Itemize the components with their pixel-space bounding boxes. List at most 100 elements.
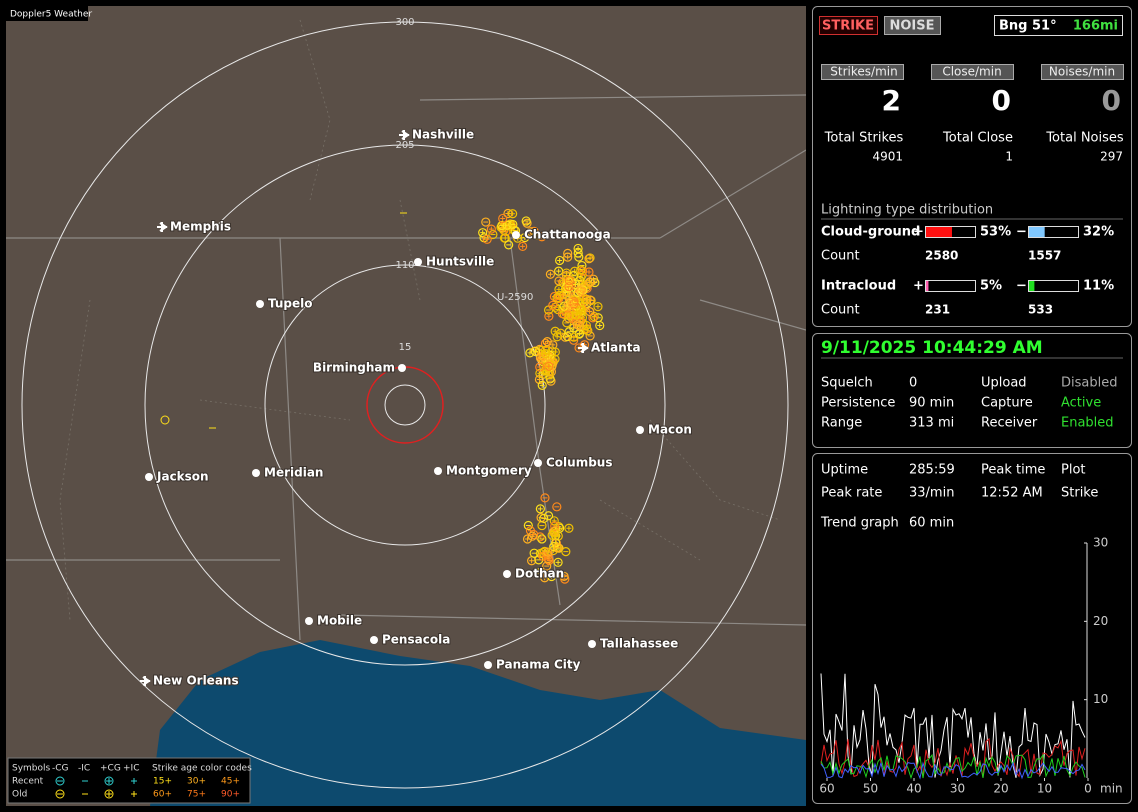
- strike: [537, 232, 547, 242]
- legend-age: 75+: [187, 790, 206, 800]
- stat: Peak rate: [821, 486, 882, 501]
- strike: [555, 523, 565, 533]
- strike: [488, 229, 498, 240]
- percent: 5%: [980, 279, 1002, 294]
- y-tick-label: 10: [1093, 692, 1108, 706]
- strike: [564, 327, 574, 337]
- noise-button[interactable]: [884, 16, 941, 35]
- datetime: 9/11/2025 10:44:29 AM: [821, 338, 1043, 358]
- city-label: Tupelo: [268, 297, 313, 311]
- bar: [926, 227, 952, 237]
- strike: [552, 332, 562, 342]
- stats-panel: [812, 453, 1132, 804]
- city-dot: [636, 426, 644, 434]
- legend-symbol: [104, 789, 114, 799]
- strike: [540, 493, 550, 503]
- strike-sign: [505, 210, 511, 216]
- x-tick-label: 10: [1037, 782, 1052, 796]
- strike: [518, 241, 528, 252]
- legend-row-label: Recent: [12, 777, 44, 787]
- strike: [585, 295, 595, 305]
- percent: 32%: [1083, 225, 1114, 240]
- city-dot: [398, 364, 406, 372]
- legend-age: 15+: [153, 777, 172, 787]
- stat: Strike: [1061, 486, 1098, 501]
- strike: [585, 277, 595, 287]
- range-label: 15: [399, 342, 412, 353]
- y-tick-label: 20: [1093, 614, 1108, 628]
- stat: Peak time: [981, 463, 1045, 478]
- strike-button-label: STRIKE: [822, 19, 874, 34]
- strike-sign: [571, 334, 577, 340]
- rate-value: 2: [882, 84, 901, 117]
- strike: [481, 217, 491, 227]
- city-label: Pensacola: [382, 633, 450, 647]
- strike: [531, 346, 541, 357]
- panels: STRIKE NOISE Bng 51° 166mi Strikes/min 2 Total…: [819, 15, 1124, 796]
- setting: 313 mi: [909, 416, 954, 431]
- legend-symbol: [131, 791, 137, 797]
- trend-label: Trend graph: [820, 516, 899, 531]
- strike: [526, 227, 536, 237]
- strike: [540, 338, 551, 349]
- x-tick-label: 30: [950, 782, 965, 796]
- total-value: 297: [1100, 150, 1123, 164]
- strike-sign: [576, 331, 582, 337]
- strike-sign: [550, 302, 556, 308]
- strike-sign: [529, 533, 535, 539]
- setting: Enabled: [1061, 416, 1114, 431]
- strike-sign: [544, 339, 550, 345]
- sign: +: [913, 225, 924, 240]
- city-label: Atlanta: [591, 341, 641, 355]
- setting: Squelch: [821, 376, 873, 391]
- percent: 11%: [1083, 279, 1114, 294]
- strike: [537, 534, 547, 544]
- legend-header: +IC: [123, 764, 139, 774]
- strike: [549, 516, 559, 526]
- count: 533: [1028, 303, 1053, 317]
- setting: Upload: [981, 376, 1027, 391]
- strike: [550, 326, 560, 336]
- strike: [595, 320, 605, 331]
- strike: [545, 269, 555, 279]
- strike-sign: [546, 372, 552, 378]
- strike: [529, 548, 539, 558]
- strike: [552, 293, 562, 303]
- strike: [584, 254, 594, 264]
- strike: [499, 233, 510, 243]
- strike: [574, 252, 584, 262]
- strike-button[interactable]: [819, 16, 878, 35]
- strike: [542, 561, 552, 571]
- setting: Receiver: [981, 416, 1038, 431]
- trend-trace: [820, 753, 1086, 780]
- x-unit: min: [1100, 782, 1123, 796]
- count: 2580: [925, 249, 958, 263]
- rate-label: Noises/min: [1049, 65, 1115, 79]
- city-label: Columbus: [546, 456, 613, 470]
- strike-sign: [556, 268, 562, 274]
- total-label: Total Close: [942, 131, 1013, 146]
- city-label: Dothan: [515, 567, 564, 581]
- strike: [564, 282, 574, 292]
- rate-box: [821, 64, 904, 80]
- strike-sign: [597, 323, 603, 329]
- range-label: 110: [395, 260, 414, 271]
- strike: [576, 286, 586, 296]
- city-dot: [434, 467, 442, 475]
- strike: [478, 228, 488, 238]
- type-name: Cloud-ground: [821, 225, 920, 240]
- state-borders: [6, 94, 806, 641]
- stat: 285:59: [909, 463, 955, 478]
- strike-sign: [542, 575, 548, 581]
- strike-sign: [209, 212, 407, 429]
- city-label: Huntsville: [426, 255, 494, 269]
- total-value: 1: [1005, 150, 1013, 164]
- strike: [562, 331, 573, 342]
- noise-button-label: NOISE: [889, 19, 934, 34]
- strike: [540, 546, 550, 556]
- strike: [535, 353, 546, 363]
- strike: [593, 302, 603, 312]
- strike: [537, 380, 547, 390]
- legend-header: +CG: [100, 764, 121, 774]
